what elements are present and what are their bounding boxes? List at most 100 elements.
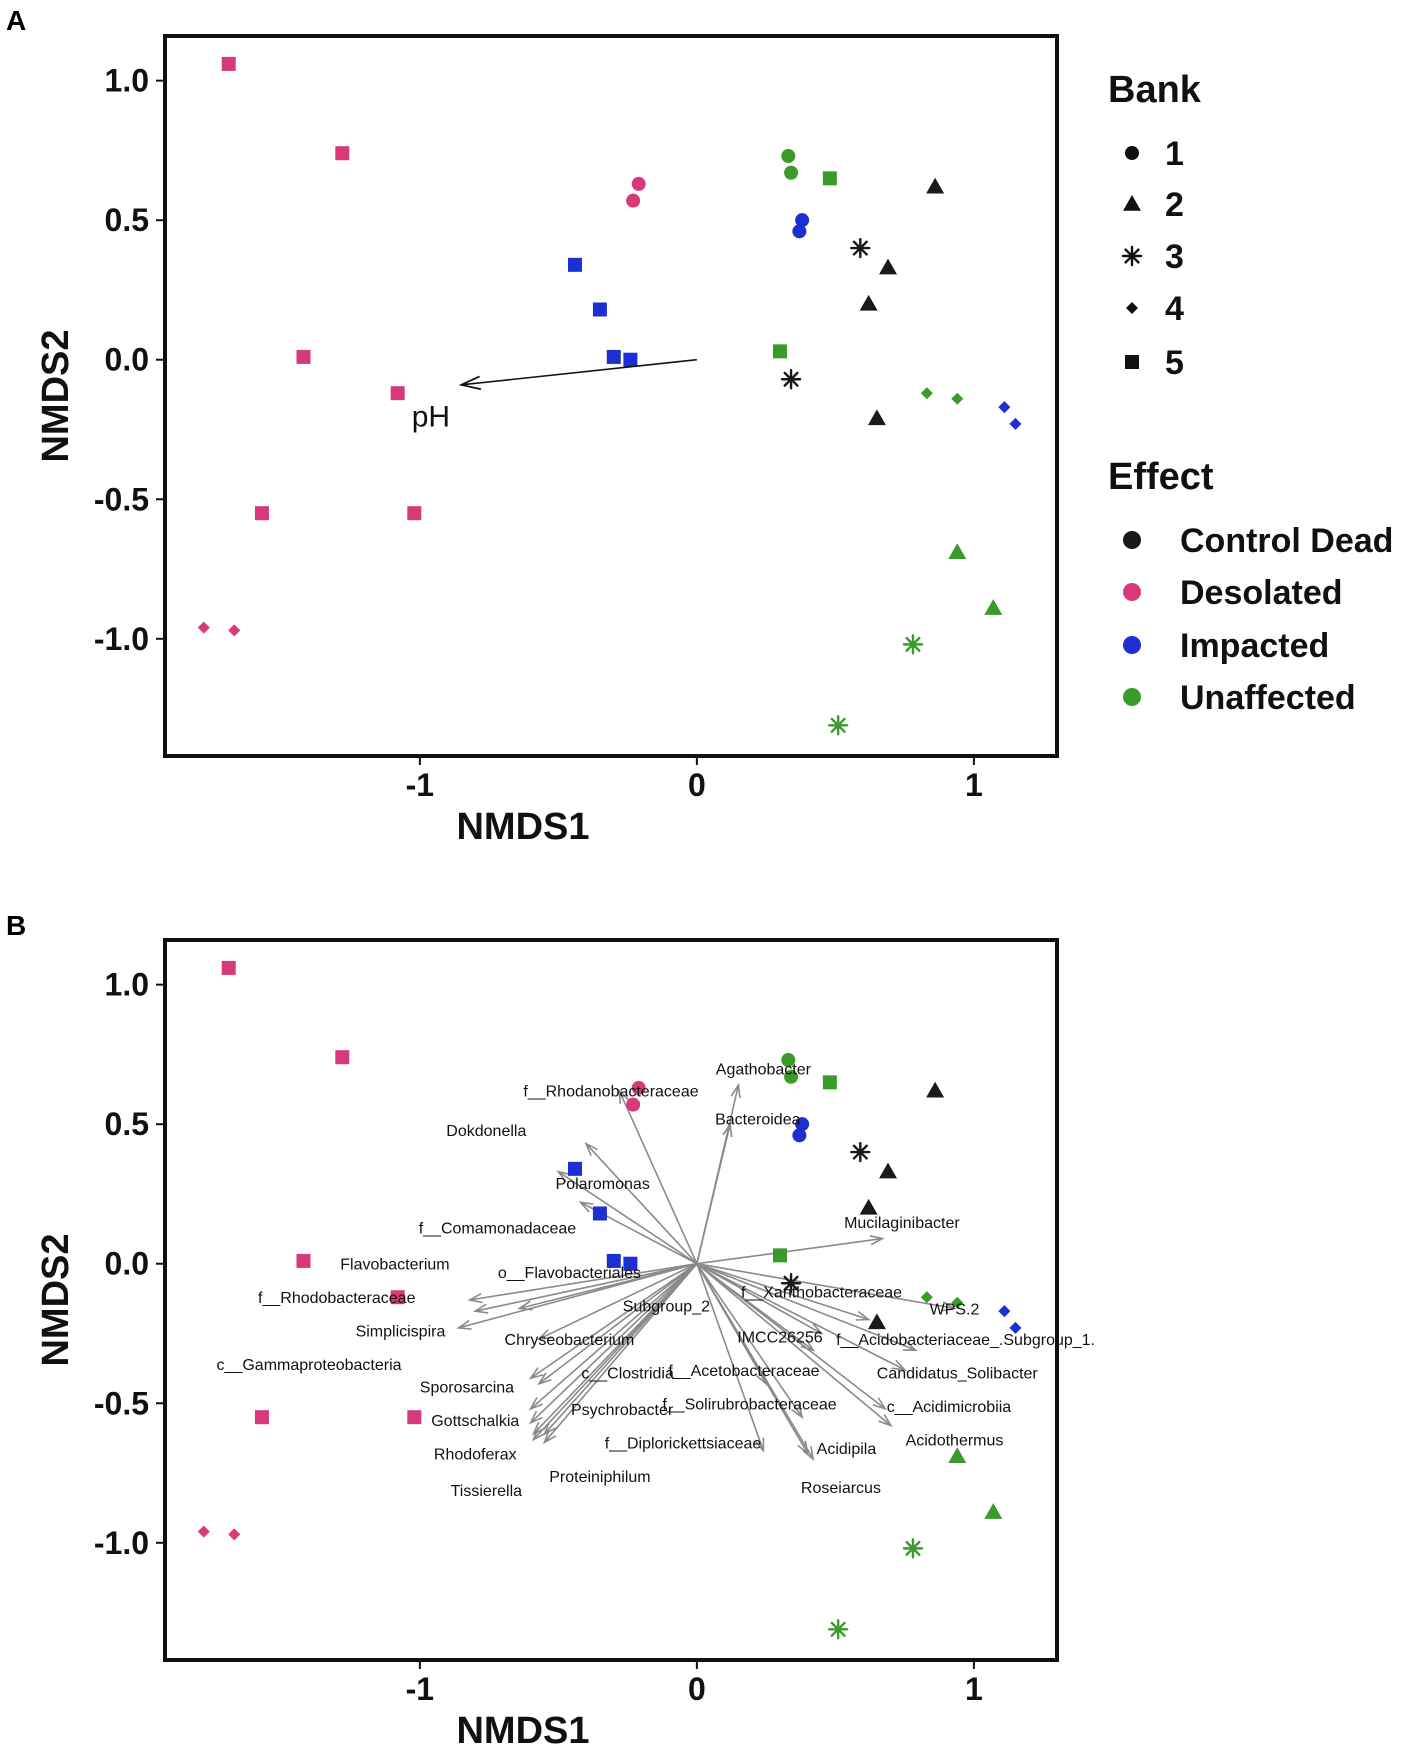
data-point-shape [998, 1305, 1011, 1318]
data-point-shape [879, 1162, 898, 1179]
species-vector [696, 1263, 824, 1335]
species-vector-head [537, 1372, 552, 1386]
data-point [926, 177, 945, 194]
data-point [792, 1128, 807, 1143]
legend-bank-item: 4 [1126, 290, 1184, 328]
legend-bank-label: 1 [1165, 135, 1184, 173]
data-point-ray [830, 717, 846, 733]
species-vector-label: Acidothermus [906, 1433, 1004, 1450]
data-point-shape [407, 1410, 422, 1425]
data-point [772, 1248, 787, 1263]
panel-a-plot: -1 0 1 1.0 0.5 0.0 -0.5 -1.0 NMDS1 NMDS2 pH [35, 34, 1059, 848]
species-vector [528, 1263, 698, 1425]
data-point [879, 1162, 898, 1179]
data-point-shape [1009, 417, 1022, 430]
species-vector-label: c__Clostridia [581, 1366, 674, 1383]
species-vector [456, 1262, 698, 1330]
species-vector-label: Sporosarcina [420, 1380, 514, 1397]
data-point [780, 369, 802, 390]
data-point-shape [781, 1053, 796, 1067]
species-vector-line [585, 1143, 698, 1265]
data-point [631, 1080, 646, 1095]
species-vector [696, 1263, 907, 1371]
data-point-shape [859, 1198, 878, 1215]
data-point [867, 409, 886, 426]
data-point [197, 621, 210, 634]
data-point-shape [228, 1528, 241, 1541]
species-vector [696, 1263, 815, 1462]
species-vector-label: f__Acidobacteriaceae_.Subgroup_1. [836, 1332, 1095, 1349]
species-vector-label: IMCC26256 [737, 1329, 822, 1346]
data-point-shape [867, 409, 886, 426]
data-point-shape [626, 1097, 641, 1112]
y-tick-label: 0.5 [105, 202, 149, 238]
species-vector [542, 1263, 698, 1436]
panel-b-plot: -1 0 1 1.0 0.5 0.0 -0.5 -1.0 NMDS1 NMDS2 Agathobac… [35, 938, 1095, 1752]
x-tick-label: -1 [406, 1671, 434, 1707]
species-vector-line [696, 1237, 883, 1265]
legend-effect-swatch [1123, 636, 1141, 654]
species-vector-label: Gottschalkia [431, 1413, 519, 1430]
data-point [951, 1296, 964, 1309]
data-point [948, 543, 967, 560]
legend-effect-items: Control Dead Desolated Impacted Unaffected [1123, 522, 1393, 717]
data-point [859, 1198, 878, 1215]
species-vector-head [878, 1413, 893, 1428]
species-vector-line [458, 1262, 698, 1329]
data-point-shape [254, 506, 269, 521]
legend-bank-item: 2 [1123, 186, 1184, 224]
x-tick-label: 0 [688, 767, 706, 803]
species-vector-head [722, 1121, 733, 1138]
data-point [221, 960, 236, 975]
species-vector-label: Tissierella [451, 1483, 523, 1500]
species-vector [543, 1263, 698, 1445]
data-point [902, 1538, 924, 1559]
data-point [254, 506, 269, 521]
species-vector [528, 1263, 698, 1380]
species-vector [696, 1262, 957, 1312]
species-vector [467, 1262, 698, 1304]
ph-vector-head [458, 375, 482, 391]
plot-frame [163, 34, 1059, 758]
species-vector [696, 1263, 888, 1411]
species-vector-label: f__Diplorickettsiaceae [605, 1435, 762, 1452]
data-point-ray [783, 371, 799, 387]
data-point [335, 1050, 350, 1065]
data-point [998, 401, 1011, 414]
species-vector-head [797, 1440, 809, 1456]
species-vector-head [872, 1397, 888, 1411]
data-point-shape [920, 387, 933, 400]
legend-bank-label: 3 [1165, 238, 1184, 276]
species-vector [696, 1235, 885, 1265]
legend-bank-symbol-shape [1125, 355, 1139, 369]
species-vector-head [855, 1310, 871, 1321]
species-vector-line [696, 1124, 731, 1264]
species-vector [696, 1263, 765, 1453]
species-vector-head [584, 1142, 598, 1157]
data-point-shape [1009, 1321, 1022, 1334]
legend-bank-symbol [1126, 302, 1138, 314]
species-vector-head [754, 1437, 765, 1453]
legend-bank-title: Bank [1108, 69, 1202, 111]
data-point [772, 344, 787, 359]
species-vector-label: f__Xanthobacteraceae [741, 1285, 902, 1302]
data-point [221, 56, 236, 71]
species-vector-label: f__Acetobacteraceae [668, 1363, 819, 1380]
species-vector-line [475, 1262, 698, 1312]
data-point-shape [407, 506, 422, 521]
ph-vector [458, 358, 697, 391]
species-vector-line [618, 1090, 698, 1265]
legend-bank-label: 2 [1165, 186, 1184, 224]
species-vector-head [791, 1404, 804, 1420]
data-point-shape [631, 176, 646, 191]
species-vector-line [543, 1263, 698, 1435]
data-point-ray [905, 636, 921, 652]
data-point [335, 146, 350, 161]
data-point-shape [784, 165, 799, 180]
data-point [920, 387, 933, 400]
data-point-shape [998, 401, 1011, 414]
legend-bank-symbol [1125, 355, 1139, 369]
species-vector-label: Rhodoferax [434, 1446, 517, 1463]
species-vector-head [528, 1367, 544, 1380]
data-point [296, 1253, 311, 1268]
